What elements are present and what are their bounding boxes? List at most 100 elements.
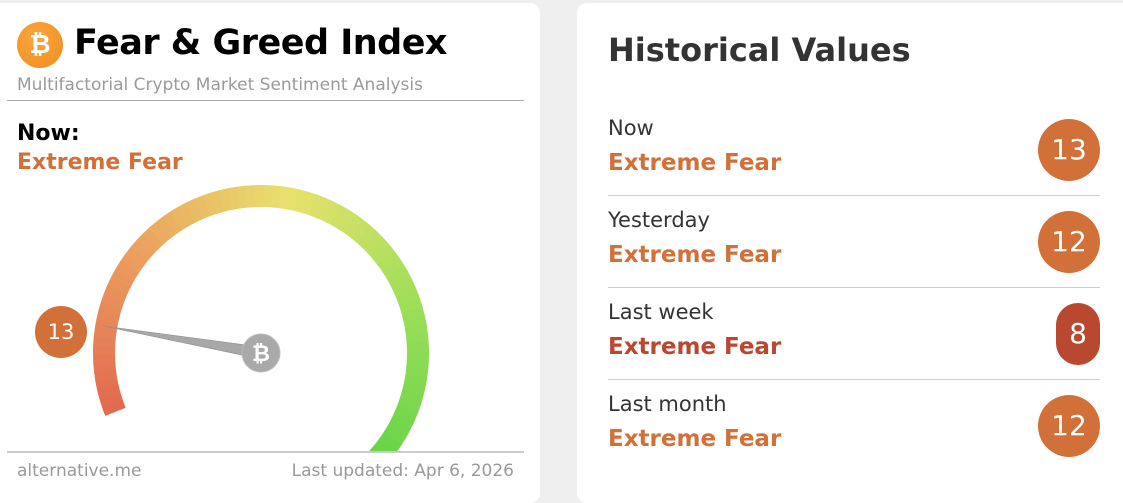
gauge-arc-segment (316, 197, 334, 222)
divider (608, 195, 1100, 196)
gauge-arc-segment (245, 185, 257, 208)
history-row-last-month: Last month Extreme Fear 12 (608, 380, 1100, 472)
row-value-badge: 13 (1038, 119, 1100, 181)
gauge-arc-segment (99, 392, 123, 408)
gauge-arc-segment (94, 369, 118, 382)
row-status: Extreme Fear (608, 334, 782, 360)
gauge-arc-segment (399, 298, 423, 314)
history-row-now: Now Extreme Fear 13 (608, 104, 1100, 196)
gauge-arc-segment (185, 198, 204, 223)
gauge-arc-segment (336, 209, 357, 234)
gauge-arc-segment (393, 281, 418, 300)
gauge-arc-segment (100, 292, 125, 309)
gauge-arc-segment (148, 221, 171, 245)
subtitle: Multifactorial Crypto Market Sentiment A… (17, 75, 423, 95)
gauge-arc-segment (193, 195, 211, 220)
gauge-arc-segment (136, 233, 159, 256)
gauge-arc-segment (399, 389, 424, 405)
gauge-arc-segment (286, 187, 301, 212)
gauge-arc-segment (155, 215, 177, 240)
gauge-arc-segment (177, 202, 197, 227)
gauge-arc-segment (119, 253, 144, 274)
gauge-arc-segment (396, 289, 421, 307)
row-value-badge: 12 (1038, 395, 1100, 457)
gauge-arc-segment (387, 418, 412, 438)
gauge-arc-segment (390, 411, 415, 430)
gauge-arc-segment (367, 237, 390, 260)
gauge-arc-segment (236, 185, 249, 209)
gauge-arc-segment (124, 246, 149, 268)
gauge-arc-segment (383, 425, 407, 446)
row-label: Yesterday (608, 208, 710, 232)
bitcoin-icon: ₿ (17, 22, 63, 68)
row-label: Last month (608, 392, 727, 416)
gauge-arc-segment (361, 231, 384, 254)
divider (7, 451, 524, 453)
gauge-arc-segment (368, 444, 385, 453)
gauge-arc-segment (406, 350, 429, 362)
gauge-needle (103, 325, 263, 360)
gauge-arc-segment (170, 206, 190, 231)
fear-greed-card: ₿ Fear & Greed Index Multifactorial Cryp… (0, 3, 540, 503)
last-updated: Last updated: Apr 6, 2026 (291, 461, 514, 481)
gauge-arc-segment (93, 353, 116, 364)
now-status: Extreme Fear (17, 150, 183, 175)
gauge-arc-segment (107, 276, 132, 295)
gauge-arc-segment (385, 265, 410, 286)
history-row-last-week: Last week Extreme Fear 8 (608, 288, 1100, 380)
gauge-arc-segment (101, 399, 126, 416)
gauge-arc-segment (93, 344, 116, 355)
gauge-arc-segment (355, 225, 378, 248)
source-link[interactable]: alternative.me (17, 461, 142, 481)
now-label: Now: (17, 121, 80, 146)
gauge-arc-segment (308, 194, 326, 219)
gauge-arc-segment (381, 258, 406, 279)
gauge-arc-segment (330, 205, 350, 229)
gauge-arc-segment (162, 210, 183, 235)
historical-values-card: Historical Values Now Extreme Fear 13 Ye… (577, 3, 1123, 503)
current-value-badge: 13 (35, 306, 87, 358)
history-row-yesterday: Yesterday Extreme Fear 12 (608, 196, 1100, 288)
gauge-arc-segment (372, 244, 396, 266)
gauge-arc-segment (378, 432, 403, 453)
row-status: Extreme Fear (608, 150, 782, 176)
gauge-arc-segment (377, 251, 401, 272)
row-status: Extreme Fear (608, 242, 782, 268)
gauge-hub (241, 333, 281, 373)
row-value-badge: 12 (1038, 211, 1100, 273)
gauge-arc-segment (98, 300, 123, 317)
gauge-arc-segment (397, 397, 422, 414)
gauge-arc-segment (115, 260, 139, 281)
row-value-badge: 8 (1056, 303, 1100, 365)
gauge-arc-segment (403, 374, 428, 388)
gauge-arc-segment (254, 185, 265, 208)
gauge-arc-segment (93, 335, 116, 347)
gauge-arc-segment (202, 192, 219, 217)
divider (608, 287, 1100, 288)
row-label: Last week (608, 300, 714, 324)
sentiment-gauge: ₿ (93, 185, 429, 453)
page-title: Fear & Greed Index (74, 23, 448, 63)
gauge-arc-segment (389, 273, 414, 292)
gauge-arc-segment (402, 382, 426, 397)
historical-title: Historical Values (608, 31, 911, 69)
gauge-arc-segment (343, 214, 365, 238)
gauge-arc-segment (96, 309, 120, 324)
gauge-arc-segment (263, 185, 274, 208)
gauge-arc-segment (406, 342, 429, 353)
row-status: Extreme Fear (608, 426, 782, 452)
gauge-arc-segment (301, 191, 318, 216)
gauge-arc-segment (394, 404, 419, 422)
gauge-arc-segment (210, 189, 226, 214)
gauge-arc-segment (111, 268, 135, 288)
row-label: Now (608, 116, 654, 140)
bitcoin-icon: ₿ (252, 342, 270, 367)
gauge-arc-segment (349, 219, 371, 243)
gauge-arc-segment (323, 201, 342, 225)
gauge-arc-segment (405, 333, 429, 345)
gauge-arc-segment (293, 189, 309, 214)
gauge-arc-segment (103, 284, 128, 302)
gauge-arc-segment (406, 358, 429, 370)
gauge-arc-segment (404, 324, 428, 337)
gauge-arc-segment (130, 239, 154, 262)
